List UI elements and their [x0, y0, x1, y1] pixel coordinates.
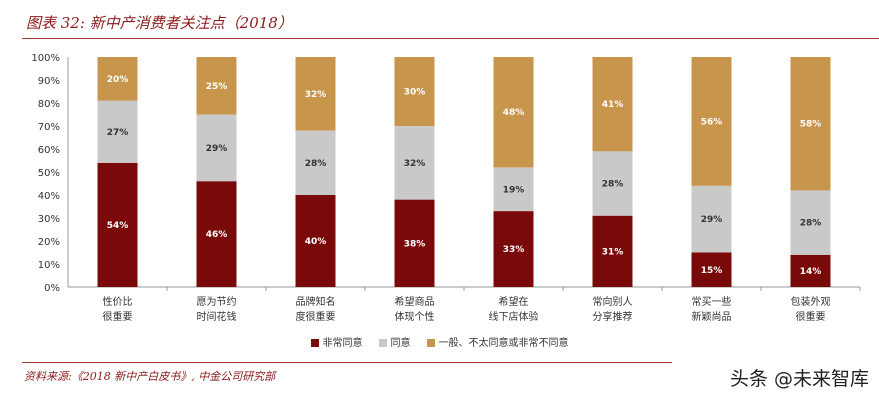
- bar-segment: [196, 181, 237, 287]
- data-label: 27%: [107, 128, 129, 138]
- data-label: 46%: [206, 230, 228, 240]
- watermark: 头条 @未来智库: [729, 368, 869, 390]
- bar-segment: [394, 126, 435, 200]
- data-label: 30%: [404, 88, 426, 98]
- data-label: 29%: [701, 215, 723, 225]
- x-tick-label: 很重要: [796, 310, 826, 323]
- data-label: 32%: [305, 90, 327, 100]
- bar-segment: [493, 211, 534, 287]
- y-tick-label: 50%: [38, 168, 60, 179]
- data-label: 38%: [404, 239, 426, 249]
- bar-segment: [691, 57, 732, 186]
- chart-title: 图表 32: 新中产消费者关注点（2018）: [26, 14, 293, 32]
- legend-label: 一般、不太同意或非常不同意: [438, 338, 569, 349]
- source-divider: [22, 362, 672, 363]
- legend-swatch: [378, 339, 387, 347]
- data-label: 28%: [800, 219, 822, 229]
- y-tick-label: 0%: [44, 283, 60, 294]
- bar-segment: [196, 57, 237, 115]
- y-tick-label: 20%: [38, 237, 60, 248]
- data-label: 31%: [602, 247, 624, 257]
- bar-segment: [97, 100, 138, 163]
- bar-segment: [493, 57, 534, 168]
- x-tick-label: 度很重要: [296, 310, 336, 323]
- bar-segment: [592, 215, 633, 287]
- bar-segment: [493, 167, 534, 212]
- data-label: 32%: [404, 159, 426, 169]
- data-label: 25%: [206, 82, 228, 92]
- y-tick-label: 100%: [31, 53, 60, 64]
- title-divider: [22, 38, 879, 39]
- bar-segment: [295, 57, 336, 131]
- x-tick-label: 时间花钱: [197, 310, 237, 323]
- data-label: 54%: [107, 221, 129, 231]
- bar-segment: [790, 254, 831, 287]
- x-tick-label: 愿为节约: [197, 295, 237, 308]
- bar-segment: [97, 162, 138, 287]
- stacked-bar-chart: 0% 10% 20% 30% 40% 50% 60% 70% 80% 90% 100% 54% 27% 2…: [31, 53, 861, 323]
- data-label: 28%: [305, 159, 327, 169]
- legend-item: 同意: [378, 334, 411, 349]
- data-label: 20%: [107, 75, 129, 85]
- bar-segment: [790, 190, 831, 255]
- x-tick-label: 包装外观: [791, 295, 831, 308]
- legend-item: 一般、不太同意或非常不同意: [426, 334, 569, 349]
- legend-label: 同意: [390, 338, 411, 349]
- x-tick-label: 新颖尚品: [692, 310, 732, 323]
- data-label: 33%: [503, 245, 525, 255]
- y-tick-label: 30%: [38, 214, 60, 225]
- y-tick-label: 80%: [38, 99, 60, 110]
- legend-swatch: [310, 339, 319, 347]
- x-tick-label: 线下店体验: [489, 310, 539, 323]
- y-tick-label: 90%: [38, 76, 60, 87]
- bar-segment: [295, 195, 336, 287]
- bar-segment: [394, 57, 435, 126]
- bar-segment: [394, 199, 435, 287]
- data-label: 29%: [206, 144, 228, 154]
- bar-segment: [790, 57, 831, 191]
- source-note: 资料来源:《2018 新中产白皮书》, 中金公司研究部: [24, 370, 276, 383]
- legend-swatch: [426, 339, 435, 347]
- x-tick-label: 体现个性: [395, 310, 435, 323]
- y-tick-label: 40%: [38, 191, 60, 202]
- data-label: 48%: [503, 108, 525, 118]
- bar-segment: [592, 57, 633, 152]
- bar-segment: [691, 185, 732, 253]
- bar-segment: [97, 57, 138, 101]
- data-label: 58%: [800, 120, 822, 130]
- data-label: 19%: [503, 185, 525, 195]
- data-label: 15%: [701, 266, 723, 276]
- data-label: 14%: [800, 267, 822, 277]
- data-label: 40%: [305, 237, 327, 247]
- x-tick-label: 品牌知名: [296, 295, 336, 308]
- bar-segment: [691, 252, 732, 287]
- x-tick-label: 很重要: [103, 310, 133, 323]
- legend-label: 非常同意: [322, 338, 363, 349]
- x-tick-label: 性价比: [103, 295, 133, 308]
- x-tick-label: 常向别人: [593, 295, 633, 308]
- x-tick-label: 希望商品: [395, 295, 435, 308]
- y-tick-label: 60%: [38, 145, 60, 156]
- x-tick-label: 常买一些: [692, 295, 732, 308]
- y-tick-label: 10%: [38, 260, 60, 271]
- x-tick-label: 分享推荐: [593, 310, 633, 323]
- bar-segment: [196, 114, 237, 182]
- legend: 非常同意 同意 一般、不太同意或非常不同意: [0, 334, 879, 349]
- x-tick-label: 希望在: [499, 295, 529, 308]
- data-label: 56%: [701, 117, 723, 127]
- legend-item: 非常同意: [310, 334, 363, 349]
- bar-segment: [592, 151, 633, 216]
- data-label: 41%: [602, 100, 624, 110]
- y-tick-label: 70%: [38, 122, 60, 133]
- data-label: 28%: [602, 180, 624, 190]
- bar-segment: [295, 130, 336, 195]
